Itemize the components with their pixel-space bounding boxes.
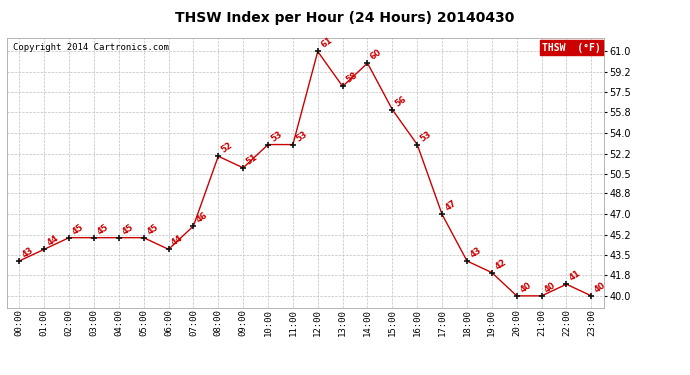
Text: 45: 45: [145, 222, 160, 236]
Text: 53: 53: [294, 129, 309, 143]
Text: 43: 43: [469, 246, 483, 260]
Text: 42: 42: [493, 257, 508, 271]
Text: 53: 53: [269, 129, 284, 143]
Text: THSW Index per Hour (24 Hours) 20140430: THSW Index per Hour (24 Hours) 20140430: [175, 11, 515, 25]
Text: 45: 45: [95, 222, 110, 236]
Text: 51: 51: [244, 152, 259, 166]
Text: 43: 43: [21, 246, 35, 260]
Text: Copyright 2014 Cartronics.com: Copyright 2014 Cartronics.com: [13, 43, 169, 52]
Text: THSW  (°F): THSW (°F): [542, 43, 601, 53]
Text: 46: 46: [195, 210, 210, 225]
Text: 41: 41: [568, 269, 582, 283]
Text: 61: 61: [319, 36, 334, 50]
Text: 45: 45: [70, 222, 86, 236]
Text: 44: 44: [170, 234, 185, 248]
Text: 53: 53: [419, 129, 433, 143]
Text: 52: 52: [219, 141, 235, 155]
Text: 40: 40: [593, 280, 607, 294]
Text: 47: 47: [444, 199, 458, 213]
Text: 60: 60: [369, 48, 384, 62]
Text: 40: 40: [543, 280, 558, 294]
Text: 44: 44: [46, 234, 61, 248]
Text: 56: 56: [394, 94, 408, 108]
Text: 45: 45: [120, 222, 135, 236]
Text: 58: 58: [344, 71, 359, 85]
Text: 40: 40: [518, 280, 533, 294]
